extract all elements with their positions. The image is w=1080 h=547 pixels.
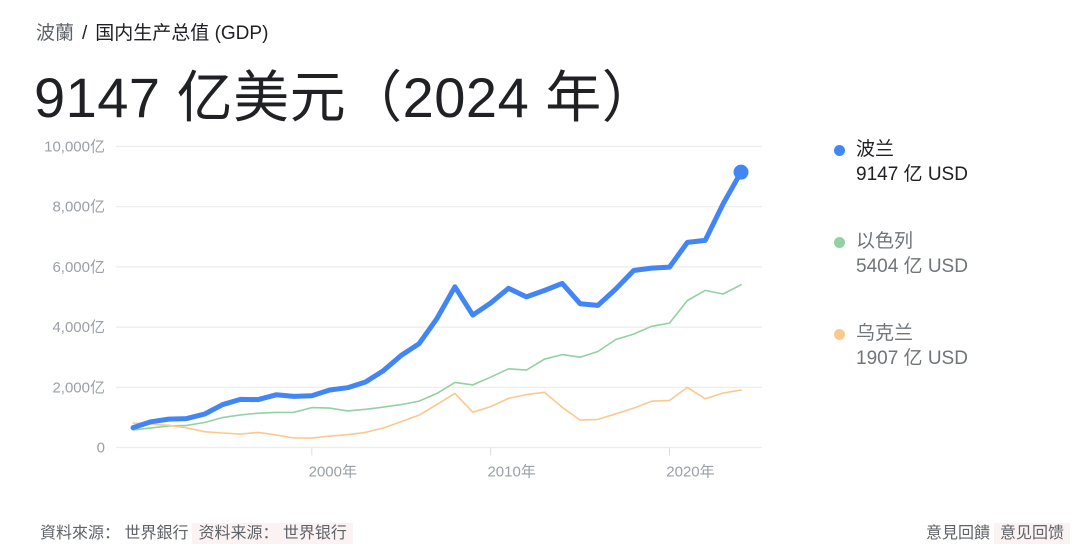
feedback-link-traditional[interactable]: 意見回饋 bbox=[925, 525, 990, 542]
x-axis: 2000年 2010年 2020年 bbox=[309, 447, 715, 481]
breadcrumb: 波蘭 / 国内生产总值 (GDP) bbox=[36, 18, 268, 45]
y-tick-label: 10,000亿 bbox=[44, 139, 105, 156]
chart-series[interactable] bbox=[130, 164, 749, 439]
chart-gridlines bbox=[116, 145, 762, 449]
data-source: 資料來源： 世界銀行 资料来源： 世界银行 bbox=[36, 519, 353, 544]
y-axis: 0 2,000亿 4,000亿 6,000亿 8,000亿 10,000亿 bbox=[44, 139, 105, 457]
source-simplified: 资料来源： 世界银行 bbox=[192, 523, 353, 544]
x-tick-label: 2000年 bbox=[309, 464, 357, 481]
y-tick-label: 2,000亿 bbox=[52, 379, 105, 396]
legend-series-name: 乌克兰 bbox=[856, 323, 914, 344]
legend-dot-icon bbox=[834, 145, 845, 156]
headline-value: 9147 亿美元（2024 年） bbox=[34, 66, 659, 129]
series-line[interactable] bbox=[132, 386, 742, 439]
legend-series-name: 以色列 bbox=[856, 231, 914, 252]
source-traditional[interactable]: 資料來源： 世界銀行 bbox=[40, 525, 189, 542]
series-line[interactable] bbox=[132, 283, 742, 431]
legend-series-value: 9147 亿 USD bbox=[856, 164, 968, 185]
legend-dot-icon bbox=[834, 237, 845, 248]
legend-dot-icon bbox=[834, 329, 845, 340]
y-tick-label: 4,000亿 bbox=[52, 319, 105, 336]
y-tick-label: 0 bbox=[97, 440, 105, 457]
breadcrumb-separator: / bbox=[82, 23, 88, 44]
x-tick-label: 2010年 bbox=[487, 464, 535, 481]
breadcrumb-country[interactable]: 波蘭 bbox=[36, 23, 75, 44]
y-tick-label: 6,000亿 bbox=[52, 259, 105, 276]
y-tick-label: 8,000亿 bbox=[52, 199, 105, 216]
series-line[interactable] bbox=[130, 169, 744, 431]
feedback-link-simplified: 意见回馈 bbox=[993, 523, 1070, 544]
feedback: 意見回饋 意见回馈 bbox=[922, 519, 1070, 544]
x-tick-label: 2020年 bbox=[666, 464, 714, 481]
legend-series-value: 1907 亿 USD bbox=[856, 348, 968, 369]
end-point-marker[interactable] bbox=[733, 164, 749, 180]
legend-series-value: 5404 亿 USD bbox=[856, 256, 968, 277]
breadcrumb-metric: 国内生产总值 (GDP) bbox=[95, 23, 269, 44]
legend-series-name: 波兰 bbox=[856, 139, 895, 160]
